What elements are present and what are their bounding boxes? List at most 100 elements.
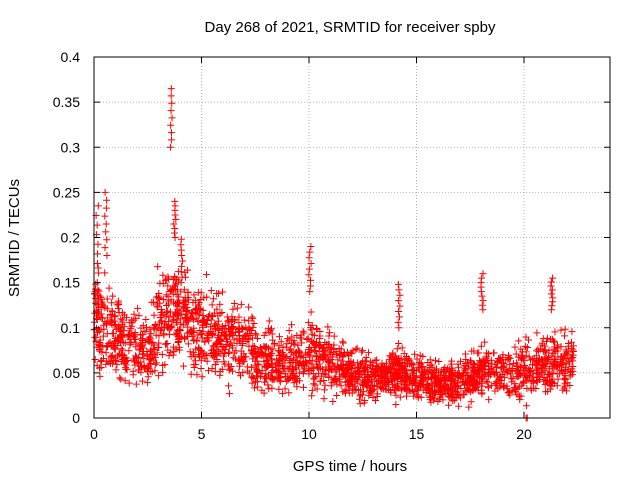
data-point [138,341,146,349]
data-point [457,384,465,392]
x-axis-label: GPS time / hours [293,458,407,475]
data-point [248,363,256,371]
data-point [188,332,196,340]
data-point [265,317,273,325]
data-point [517,392,525,400]
data-point [567,353,575,361]
data-point [110,345,118,353]
data-point [125,332,133,340]
data-point [252,331,260,339]
data-point [214,317,222,325]
data-point [159,280,167,288]
data-point [303,336,311,344]
data-point [172,310,180,318]
data-point [387,357,395,365]
data-point [358,348,366,356]
data-point [239,357,247,365]
data-point [470,377,478,385]
data-point [548,352,556,360]
data-point [150,298,158,306]
data-point [320,377,328,385]
data-point [173,330,181,338]
data-point [184,340,192,348]
data-point [285,389,293,397]
data-point [543,337,551,345]
data-point [131,330,139,338]
data-point [132,314,140,322]
data-point [436,395,444,403]
data-point [340,370,348,378]
data-point [363,363,371,371]
data-point [97,342,105,350]
data-point [159,296,167,304]
data-point [391,369,399,377]
data-point [525,353,533,361]
data-point [310,338,318,346]
data-point [338,357,346,365]
data-point [435,357,443,365]
data-point [248,379,256,387]
data-point [369,394,377,402]
data-point [545,346,553,354]
data-point [551,328,559,336]
data-point [318,345,326,353]
data-point [179,303,187,311]
data-point [447,360,455,368]
data-point [165,330,173,338]
data-point [382,369,390,377]
data-point [347,380,355,388]
data-point [392,391,400,399]
data-point [147,330,155,338]
data-point [513,361,521,369]
data-point [549,369,557,377]
data-point [251,378,259,386]
y-tick-label: 0.1 [61,320,81,336]
data-point [306,288,314,296]
data-point [287,355,295,363]
data-point [187,353,195,361]
data-point [316,377,324,385]
data-point [398,344,406,352]
data-point [519,367,527,375]
data-point [122,364,130,372]
data-point [526,371,534,379]
data-point [478,301,486,309]
data-point [469,360,477,368]
data-point [258,367,266,375]
data-point [237,300,245,308]
data-point [293,383,301,391]
data-point [320,395,328,403]
data-point [403,392,411,400]
data-point [296,359,304,367]
data-point [169,276,177,284]
data-point [568,344,576,352]
data-point [216,349,224,357]
data-point [265,350,273,358]
data-point [329,397,337,405]
data-point [488,381,496,389]
data-point [355,366,363,374]
data-point [386,363,394,371]
data-point [270,340,278,348]
data-point [95,287,103,295]
axis-ticks [93,56,610,419]
y-tick-label: 0.25 [53,184,80,200]
data-point [199,312,207,320]
data-point [311,381,319,389]
data-point [396,393,404,401]
data-point [394,280,402,288]
data-point [480,358,488,366]
data-point [172,215,180,223]
data-point [490,349,498,357]
data-point [103,357,111,365]
data-point [94,306,102,314]
data-point [314,363,322,371]
data-point [197,356,205,364]
data-point [120,359,128,367]
data-point [561,351,569,359]
data-point [103,330,111,338]
data-point [91,356,99,364]
data-point [557,343,565,351]
data-point [445,368,453,376]
x-tick-label: 10 [301,426,317,442]
